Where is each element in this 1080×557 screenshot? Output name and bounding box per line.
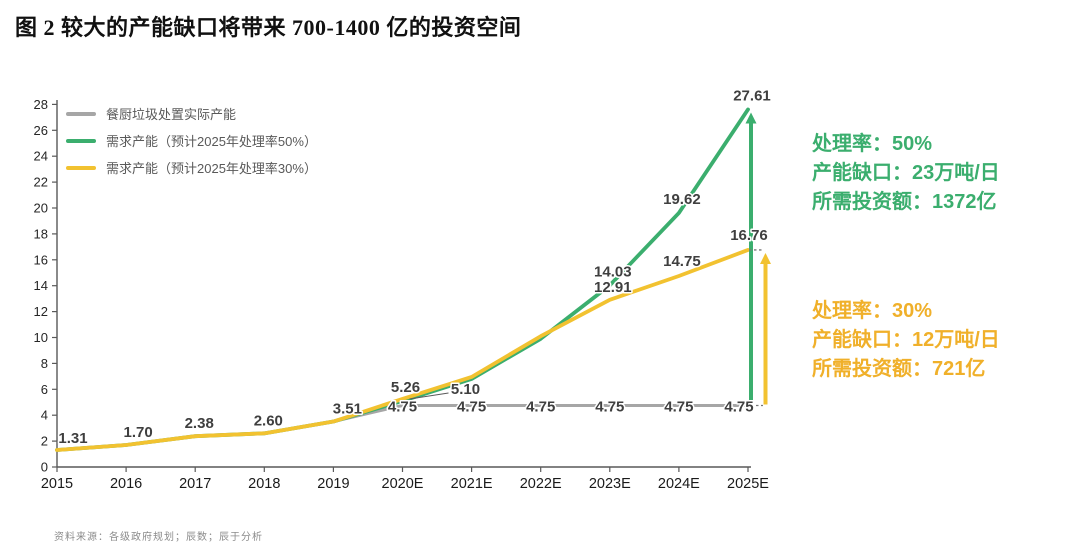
data-label: 5.26 (391, 379, 420, 396)
legend-swatch-green-icon (66, 138, 96, 143)
legend-item-demand-30: 需求产能（预计2025年处理率30%） (66, 158, 317, 177)
data-label: 14.03 (594, 263, 632, 280)
x-tick-label: 2024E (658, 476, 700, 492)
source-note: 资料来源：各级政府规划；辰数；辰于分析 (54, 532, 263, 543)
legend-label-demand-50: 需求产能（预计2025年处理率50%） (106, 134, 317, 149)
x-tick-label: 2023E (589, 476, 631, 492)
y-tick-label: 26 (34, 123, 48, 138)
data-label: 4.75 (457, 398, 486, 415)
annotation-50pct-investment: 所需投资额：1372亿 (812, 191, 997, 213)
x-tick-label: 2016 (110, 476, 142, 492)
data-label: 4.75 (724, 398, 753, 415)
x-tick-label: 2017 (179, 476, 211, 492)
annotation-30pct-gap: 产能缺口：12万吨/日 (812, 329, 1000, 351)
y-tick-label: 20 (34, 201, 48, 216)
data-label: 2.38 (185, 415, 214, 432)
data-label: 14.75 (663, 253, 701, 270)
legend-item-demand-50: 需求产能（预计2025年处理率50%） (66, 131, 317, 150)
data-label: 4.75 (664, 398, 693, 415)
y-tick-label: 0 (41, 460, 48, 475)
gap-arrow-yellow (760, 252, 771, 405)
x-tick-label: 2015 (41, 476, 73, 492)
data-label: 4.75 (595, 398, 624, 415)
data-label: 4.75 (388, 398, 417, 415)
annotation-50pct-gap: 产能缺口：23万吨/日 (812, 162, 1000, 184)
annotation-50pct-rate: 处理率：50% (812, 133, 933, 155)
annotation-30pct-scenario: 处理率：30% 产能缺口：12万吨/日 所需投资额：721亿 (812, 297, 1000, 384)
y-tick-label: 24 (34, 149, 48, 164)
annotation-30pct-rate: 处理率：30% (812, 300, 933, 322)
chart-legend: 餐厨垃圾处置实际产能 需求产能（预计2025年处理率50%） 需求产能（预计20… (66, 104, 317, 177)
label-leader-line (409, 392, 449, 400)
y-tick-label: 28 (34, 97, 48, 112)
data-label: 4.75 (526, 398, 555, 415)
data-label: 1.70 (123, 424, 152, 441)
y-tick-label: 10 (34, 330, 48, 345)
data-label: 12.91 (594, 279, 632, 296)
legend-swatch-yellow-icon (66, 165, 96, 170)
data-label: 19.62 (663, 191, 701, 208)
y-tick-label: 18 (34, 226, 48, 241)
data-label: 3.51 (333, 401, 362, 418)
legend-label-demand-30: 需求产能（预计2025年处理率30%） (106, 161, 317, 176)
figure-title: 图 2 较大的产能缺口将带来 700-1400 亿的投资空间 (15, 15, 522, 40)
data-label: 1.31 (58, 430, 87, 447)
y-tick-label: 8 (41, 356, 48, 371)
legend-item-actual-capacity: 餐厨垃圾处置实际产能 (66, 104, 317, 123)
y-tick-label: 6 (41, 382, 48, 397)
data-label: 16.76 (730, 227, 768, 244)
series-line-yellow (55, 248, 750, 452)
gap-arrow-green (745, 112, 757, 405)
y-tick-label: 4 (41, 408, 48, 423)
y-tick-label: 2 (41, 434, 48, 449)
y-tick-label: 12 (34, 304, 48, 319)
data-label: 27.61 (733, 87, 771, 104)
x-tick-label: 2018 (248, 476, 280, 492)
y-tick-label: 16 (34, 252, 48, 267)
x-tick-label: 2025E (727, 476, 769, 492)
x-tick-label: 2019 (317, 476, 349, 492)
annotation-30pct-investment: 所需投资额：721亿 (812, 358, 986, 380)
x-tick-label: 2021E (451, 476, 493, 492)
x-tick-label: 2022E (520, 476, 562, 492)
legend-label-actual-capacity: 餐厨垃圾处置实际产能 (106, 107, 237, 122)
x-tick-label: 2020E (382, 476, 424, 492)
legend-swatch-gray-icon (66, 111, 96, 116)
data-label: 2.60 (254, 412, 283, 429)
annotation-50pct-scenario: 处理率：50% 产能缺口：23万吨/日 所需投资额：1372亿 (812, 130, 1000, 217)
y-tick-label: 22 (34, 175, 48, 190)
data-label: 5.10 (451, 381, 480, 398)
y-tick-label: 14 (34, 278, 48, 293)
